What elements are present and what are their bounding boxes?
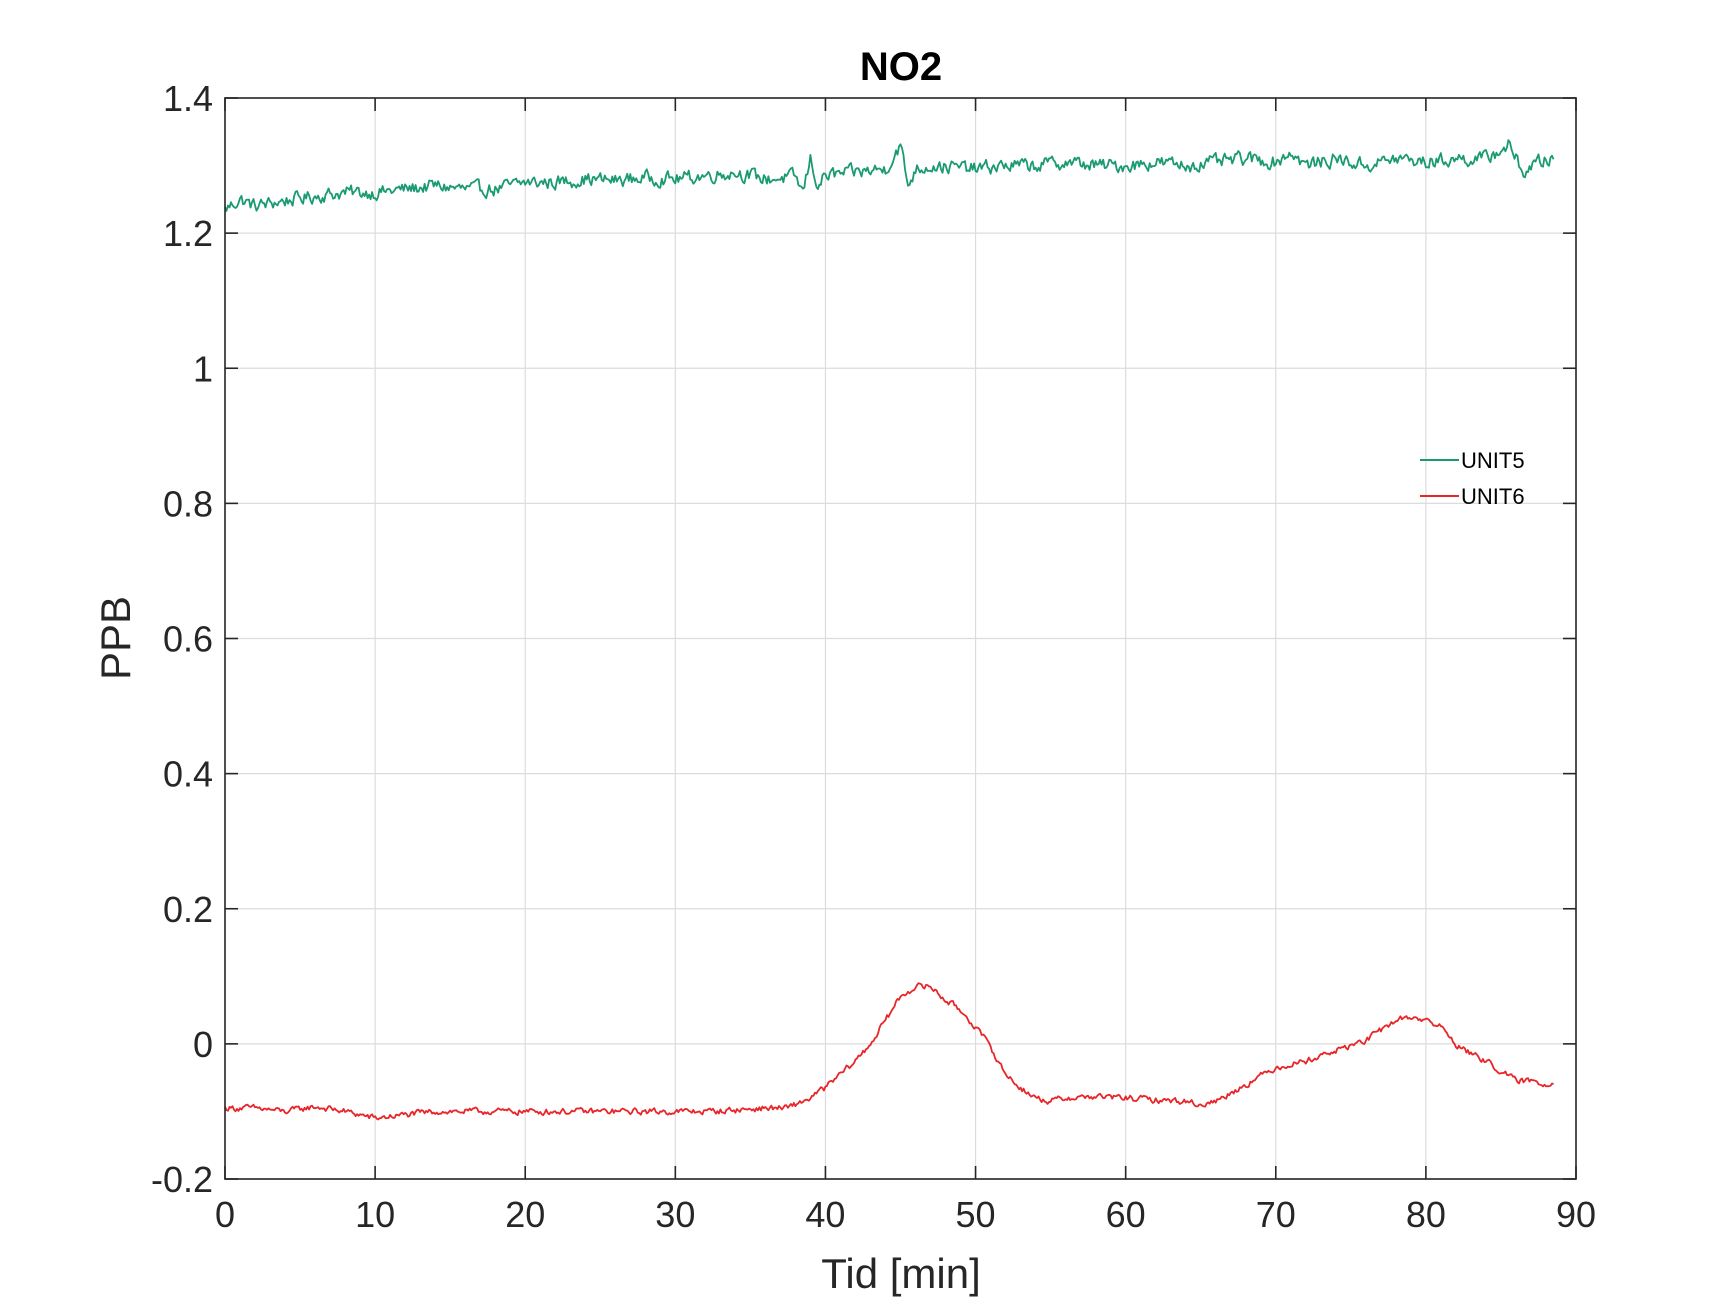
y-axis-label: PPB (92, 596, 139, 680)
series-line-unit5 (224, 139, 1555, 212)
y-tick-label: 0.6 (163, 619, 213, 660)
x-axis-label: Tid [min] (821, 1250, 980, 1297)
x-tick-label: 50 (956, 1194, 996, 1235)
y-tick-label: 1.2 (163, 213, 213, 254)
axis-ticks (224, 97, 1577, 1180)
legend: UNIT5 UNIT6 (1420, 448, 1525, 509)
x-tick-label: 30 (655, 1194, 695, 1235)
y-tick-label: 1 (193, 348, 213, 389)
x-tick-label: 60 (1106, 1194, 1146, 1235)
series-line-unit6 (224, 982, 1554, 1121)
y-tick-label: 0 (193, 1024, 213, 1065)
y-tick-label: 0.8 (163, 483, 213, 524)
chart-title: NO2 (860, 45, 942, 89)
y-tick-label: -0.2 (151, 1159, 213, 1200)
x-tick-label: 70 (1256, 1194, 1296, 1235)
series-lines (224, 139, 1555, 1121)
y-tick-label: 1.4 (163, 78, 213, 119)
y-tick-labels: -0.2 0 0.2 0.4 0.6 0.8 1 1.2 1.4 (151, 78, 213, 1200)
x-tick-label: 40 (805, 1194, 845, 1235)
x-tick-label: 0 (215, 1194, 235, 1235)
y-tick-label: 0.4 (163, 754, 213, 795)
x-tick-label: 80 (1406, 1194, 1446, 1235)
x-tick-label: 20 (505, 1194, 545, 1235)
x-tick-labels: 0 10 20 30 40 50 60 70 80 90 (215, 1194, 1596, 1235)
y-tick-label: 0.2 (163, 889, 213, 930)
x-tick-label: 10 (355, 1194, 395, 1235)
x-tick-label: 90 (1556, 1194, 1596, 1235)
legend-label-unit5: UNIT5 (1461, 448, 1525, 473)
legend-label-unit6: UNIT6 (1461, 484, 1525, 509)
